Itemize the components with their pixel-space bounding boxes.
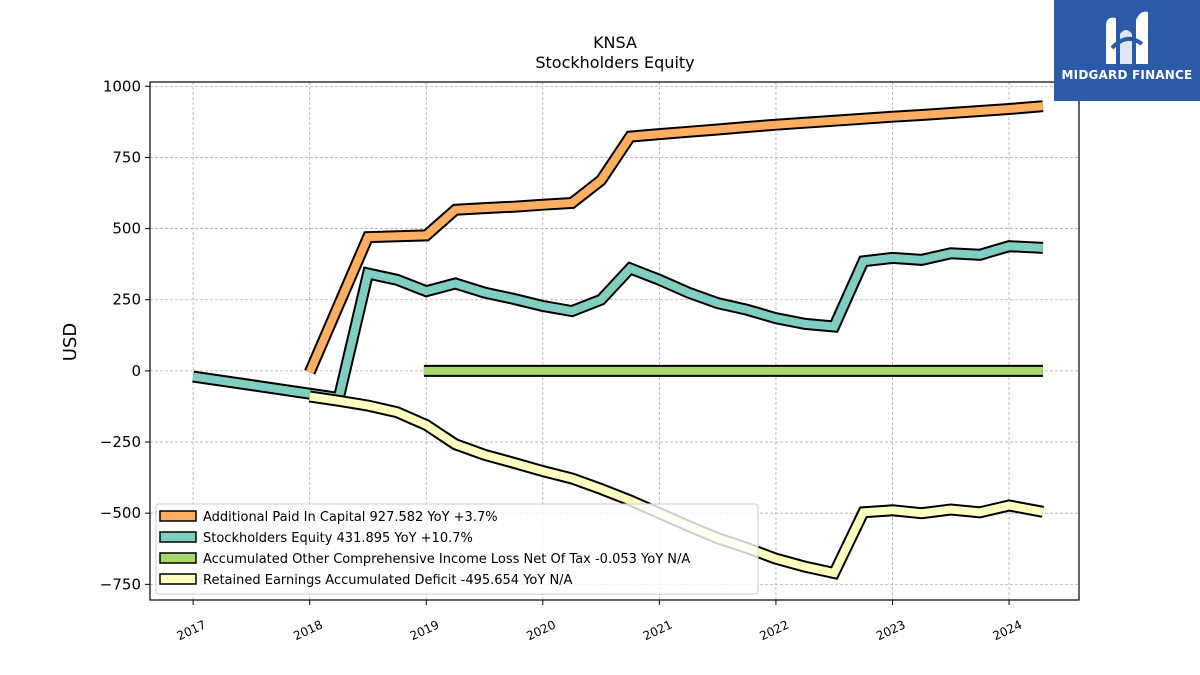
- legend-swatch: [159, 531, 197, 543]
- x-tick-label: 2017: [175, 618, 209, 644]
- y-tick-label: 750: [112, 148, 141, 166]
- y-tick-label: 0: [131, 362, 141, 380]
- chart-subtitle: Stockholders Equity: [535, 53, 694, 72]
- legend-entry: Accumulated Other Comprehensive Income L…: [203, 552, 690, 567]
- y-tick-label: 250: [112, 291, 141, 309]
- series-1: [304, 100, 1044, 375]
- legend-entry: Stockholders Equity 431.895 YoY +10.7%: [203, 531, 473, 546]
- legend-swatch: [159, 573, 197, 585]
- x-axis-ticks: 2017 2018 2019 2020 2021 2022 2023 2024: [175, 600, 1025, 644]
- y-tick-label: −500: [100, 504, 141, 522]
- legend-swatch: [159, 510, 197, 522]
- series-line: [306, 102, 1044, 374]
- legend: Additional Paid In Capital 927.582 YoY +…: [155, 503, 759, 595]
- y-tick-label: 1000: [103, 77, 141, 95]
- brand-logo: MIDGARD FINANCE: [1054, 0, 1200, 101]
- x-tick-label: 2022: [757, 618, 791, 644]
- x-tick-label: 2024: [991, 618, 1025, 644]
- series-2: [192, 240, 1044, 405]
- plot-frame: [149, 81, 1080, 601]
- x-tick-label: 2021: [641, 618, 675, 644]
- brand-name: MIDGARD FINANCE: [1061, 68, 1193, 82]
- midgard-logo-icon: [1106, 11, 1148, 64]
- legend-box: [155, 503, 759, 595]
- legend-entry: Retained Earnings Accumulated Deficit -4…: [203, 573, 573, 588]
- x-tick-label: 2020: [524, 618, 558, 644]
- series-line: [192, 242, 1044, 403]
- y-axis-ticks: −750 −500 −250 0 250 500 750 1000: [100, 77, 150, 593]
- x-tick-label: 2023: [874, 618, 908, 644]
- y-axis-label: USD: [60, 323, 81, 361]
- chart-title: KNSA: [593, 33, 637, 52]
- y-tick-label: 500: [112, 220, 141, 238]
- legend-swatch: [159, 552, 197, 564]
- legend-entry: Additional Paid In Capital 927.582 YoY +…: [203, 510, 498, 525]
- x-tick-label: 2018: [291, 618, 325, 644]
- x-tick-label: 2019: [408, 618, 442, 644]
- y-tick-label: −750: [100, 575, 141, 593]
- y-tick-label: −250: [100, 433, 141, 451]
